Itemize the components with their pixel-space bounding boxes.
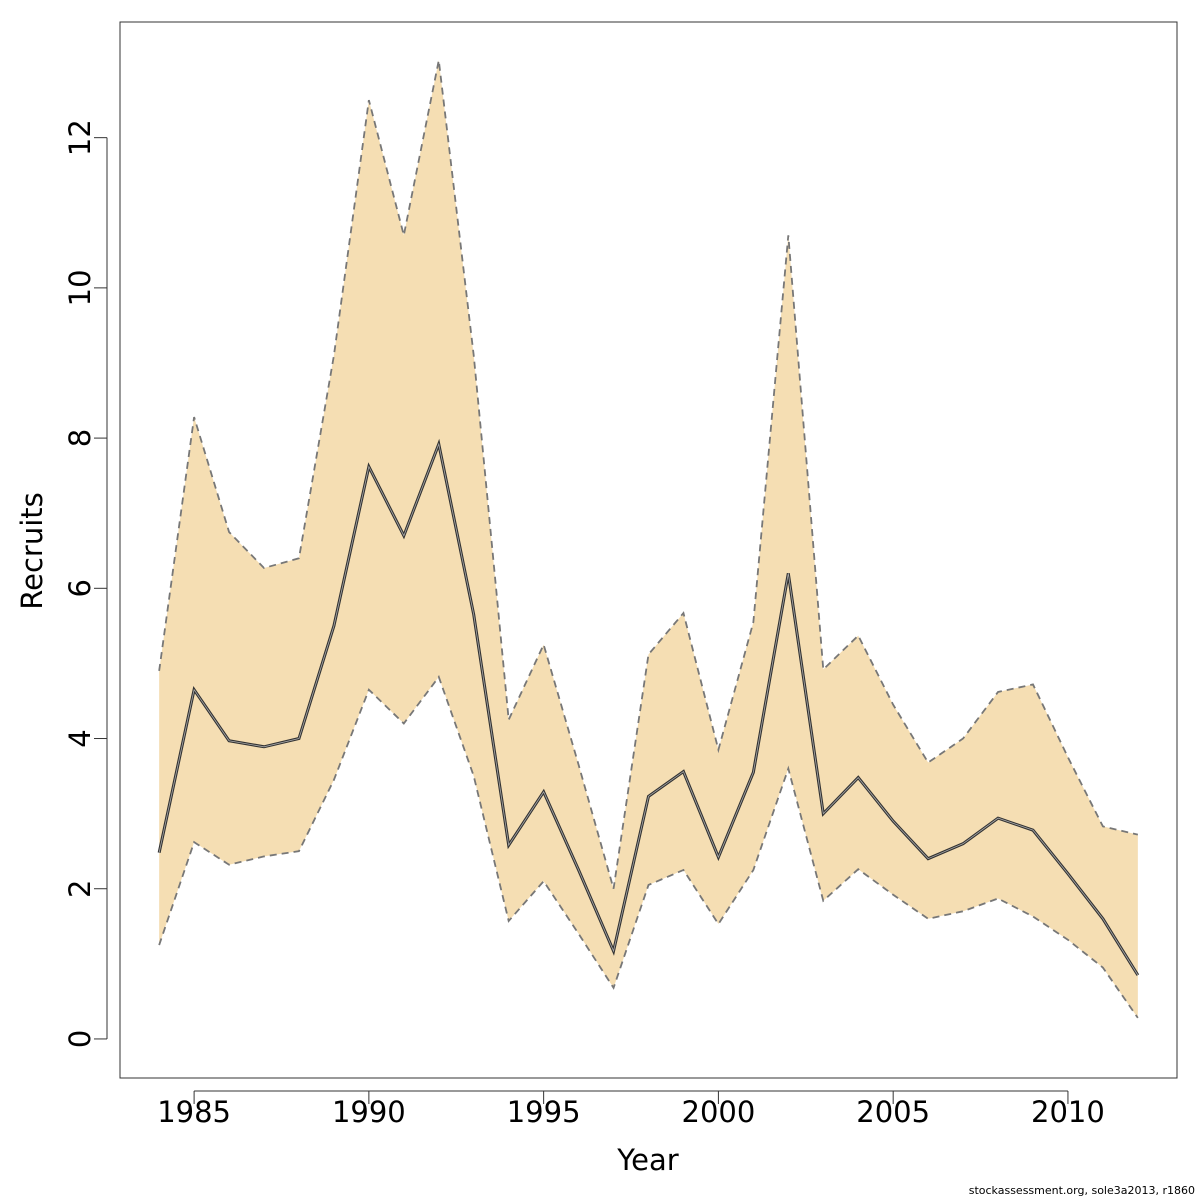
confidence-band — [159, 60, 1138, 1018]
y-axis-label: Recruits — [15, 492, 49, 609]
x-tick-label: 1995 — [507, 1095, 581, 1129]
x-tick-label: 2010 — [1031, 1095, 1105, 1129]
lower-bound — [158, 675, 1139, 1019]
y-tick-label: 2 — [63, 880, 97, 898]
y-tick-label: 10 — [63, 269, 97, 306]
y-tick-label: 0 — [63, 1030, 97, 1048]
x-tick-label: 2000 — [682, 1095, 756, 1129]
footnote: stockassessment.org, sole3a2013, r1860 — [969, 1184, 1195, 1197]
x-axis-label: Year — [616, 1143, 678, 1177]
y-tick-label: 12 — [63, 119, 97, 156]
y-tick-label: 6 — [63, 579, 97, 597]
plot-frame — [119, 21, 1178, 1079]
x-tick-label: 1985 — [157, 1095, 231, 1129]
upper-bound — [158, 60, 1139, 889]
y-tick-label: 8 — [63, 429, 97, 447]
estimate-line-inner — [158, 442, 1139, 976]
x-tick-label: 1990 — [332, 1095, 406, 1129]
x-tick-label: 2005 — [856, 1095, 930, 1129]
y-tick-label: 4 — [63, 729, 97, 747]
